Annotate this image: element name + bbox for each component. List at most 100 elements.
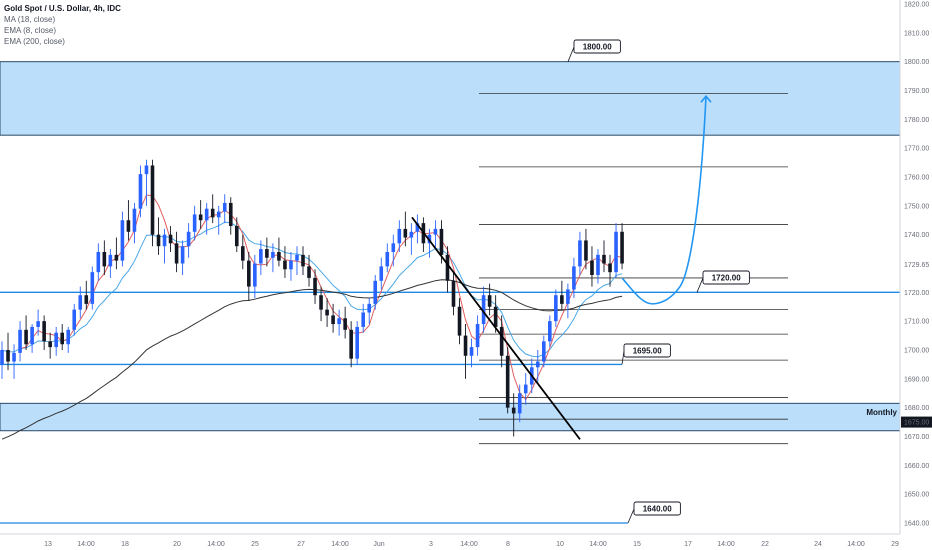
zones-layer: Monthly [0,61,901,432]
time-tick-label: 13 [44,541,52,548]
candle-bullish [96,251,101,273]
label-1640-pointer [627,508,635,524]
time-tick-label: 15 [633,541,641,548]
candle-bearish [451,280,456,307]
candle-bullish [12,352,16,362]
candle-bullish [554,295,558,322]
candle-bullish [216,211,221,218]
candle-bullish [469,347,474,356]
candle-bearish [445,254,450,281]
indicator-ema200: EMA (200, close) [4,37,65,46]
moving-averages-layer [1,194,623,440]
candle-bearish [325,309,329,316]
time-tick-label: 14:00 [77,541,95,548]
time-axis[interactable]: 13 14:00 18 20 14:00 25 27 14:00 Jun 3 14:00 8 10 14:… [0,533,900,548]
candle-bullish [54,332,58,348]
candle-bearish [463,335,468,356]
indicator-ema8: EMA (8, close) [4,26,57,35]
candle-bullish [36,321,40,327]
price-tick-label: 1680.00 [904,405,929,412]
candle-bearish [487,295,492,307]
price-tick-label: 1770.00 [904,146,929,153]
demand-zone [0,402,901,432]
candle-bearish [265,249,269,258]
price-tick-label: 1780.00 [904,117,929,124]
candle-bearish [234,226,239,247]
label-1695-box [623,343,671,358]
candle-bearish [301,254,305,267]
candle-bullish [192,214,197,232]
price-tick-label: 1720.00 [904,290,929,297]
candle-bearish [457,306,462,336]
time-tick-label: 27 [297,541,305,548]
candle-bearish [156,234,161,247]
time-tick-label: 14:00 [331,541,349,548]
candle-bullish [0,350,4,365]
candle-bullish [337,318,341,325]
time-tick-label: Jun [373,541,384,548]
time-tick-label: 14:00 [460,541,478,548]
candle-bullish [138,174,143,209]
candle-bearish [277,251,281,261]
zone-label-monthly: Monthly [866,408,897,417]
candle-bullish [397,228,402,244]
time-tick-label: 10 [556,541,564,548]
candle-bearish [241,246,245,261]
price-tick-label: 1690.00 [904,376,929,383]
ema8-line [1,221,623,358]
projection-path [621,96,707,305]
candle-bearish [403,228,408,238]
candle-bullish [367,303,372,313]
candle-bearish [499,326,504,356]
candle-bullish [132,208,137,232]
candle-bullish [566,289,570,304]
candle-bullish [259,249,263,264]
monthly-price-tag [901,416,932,428]
indicator-ma18: MA (18, close) [4,15,56,24]
fib-levels-layer [479,92,788,445]
price-tick-label: 1740.00 [904,232,929,239]
candle-bullish [361,312,365,327]
candle-bullish [373,280,378,304]
candle-bearish [505,355,510,408]
price-tick-label: 1640.00 [904,521,929,528]
price-axis-bg [900,0,932,550]
candle-bearish [439,228,444,255]
label-1640-box [633,501,681,516]
chart-legend: Gold Spot / U.S. Dollar, 4h, IDC MA (18,… [4,3,121,47]
candle-bullish [90,272,95,304]
candle-bullish [108,254,113,267]
label-1720-pointer [696,277,704,293]
label-1800-box [573,39,621,54]
candle-bearish [174,243,179,264]
candle-bullish [523,384,528,394]
candle-bearish [42,321,46,342]
price-tick-label: 1820.00 [904,2,929,9]
time-tick-label: 14:00 [717,541,735,548]
candle-bullish [66,329,71,345]
candle-bearish [6,350,10,362]
candle-bearish [511,407,516,414]
candle-bearish [584,240,588,261]
candle-bearish [602,254,606,264]
price-tick-label: 1650.00 [904,492,929,499]
candle-bullish [144,165,149,175]
candle-bearish [331,315,335,325]
time-tick-label: 29 [891,541,899,548]
time-tick-label: 17 [684,541,692,548]
candle-bullish [517,393,522,414]
candle-bearish [349,329,353,359]
price-axis[interactable]: 1640.00 1650.00 1660.00 1670.00 1680.00 1690.… [899,0,932,550]
candle-bullish [379,266,384,281]
price-tick-label: 1700.00 [904,348,929,355]
candle-bullish [271,251,275,258]
candle-bearish [313,277,317,296]
label-1720-box [702,270,750,285]
candle-bullish [72,309,77,330]
candle-bearish [608,263,612,273]
candle-bullish [186,231,191,247]
price-tick-label: 1660.00 [904,463,929,470]
candle-bearish [126,220,131,232]
candle-bullish [572,266,576,290]
